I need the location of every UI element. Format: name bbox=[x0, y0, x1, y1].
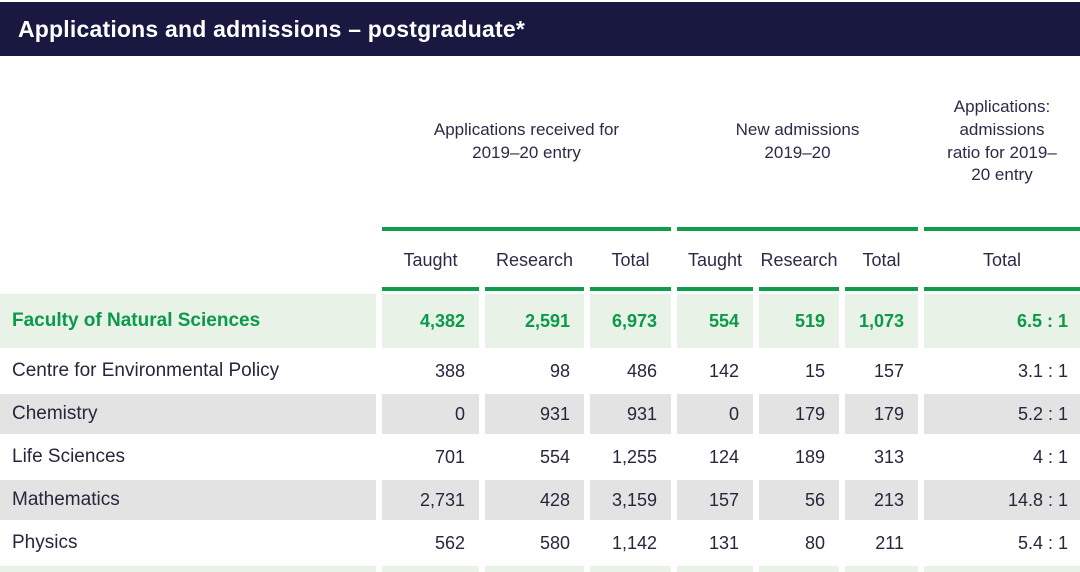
table-cell: 4,382 bbox=[382, 294, 479, 348]
column-group-ratio: Applications: admissions ratio for 2019–… bbox=[924, 56, 1080, 231]
table-row-label: Centre for Environmental Policy bbox=[0, 351, 376, 391]
table-cell: 179 bbox=[845, 394, 918, 434]
table-cell: 701 bbox=[382, 437, 479, 477]
column-header-adm-taught: Taught bbox=[677, 234, 753, 291]
partial-next-row bbox=[590, 566, 671, 572]
column-header-apps-taught: Taught bbox=[382, 234, 479, 291]
table-cell: 131 bbox=[677, 523, 753, 563]
column-header-adm-research: Research bbox=[759, 234, 839, 291]
table-cell: 5.2 : 1 bbox=[924, 394, 1080, 434]
partial-next-row bbox=[845, 566, 918, 572]
column-group-label: Applications received for 2019–20 entry bbox=[433, 119, 620, 162]
table-cell: 142 bbox=[677, 351, 753, 391]
subheader-corner-spacer bbox=[0, 234, 376, 291]
column-group-label: New admissions 2019–20 bbox=[735, 119, 860, 162]
partial-next-row bbox=[0, 566, 376, 572]
table-cell: 56 bbox=[759, 480, 839, 520]
table-cell: 1,255 bbox=[590, 437, 671, 477]
table-cell: 0 bbox=[677, 394, 753, 434]
table-cell: 98 bbox=[485, 351, 584, 391]
table-row-label: Mathematics bbox=[0, 480, 376, 520]
table-cell: 15 bbox=[759, 351, 839, 391]
table-cell: 179 bbox=[759, 394, 839, 434]
admissions-table: Applications received for 2019–20 entry … bbox=[0, 56, 1080, 572]
column-group-label: Applications: admissions ratio for 2019–… bbox=[947, 96, 1057, 185]
table-cell: 213 bbox=[845, 480, 918, 520]
table-cell: 519 bbox=[759, 294, 839, 348]
column-header-ratio-total: Total bbox=[924, 234, 1080, 291]
table-cell: 486 bbox=[590, 351, 671, 391]
table-cell: 80 bbox=[759, 523, 839, 563]
column-group-applications-received: Applications received for 2019–20 entry bbox=[382, 56, 671, 231]
table-cell: 157 bbox=[677, 480, 753, 520]
partial-next-row bbox=[759, 566, 839, 572]
table-cell: 313 bbox=[845, 437, 918, 477]
partial-next-row bbox=[677, 566, 753, 572]
table-cell: 580 bbox=[485, 523, 584, 563]
table-cell: 1,073 bbox=[845, 294, 918, 348]
table-cell: 124 bbox=[677, 437, 753, 477]
table-cell: 554 bbox=[485, 437, 584, 477]
table-row-label: Physics bbox=[0, 523, 376, 563]
table-cell: 5.4 : 1 bbox=[924, 523, 1080, 563]
table-cell: 1,142 bbox=[590, 523, 671, 563]
partial-next-row bbox=[485, 566, 584, 572]
table-cell: 2,591 bbox=[485, 294, 584, 348]
column-header-apps-research: Research bbox=[485, 234, 584, 291]
column-group-new-admissions: New admissions 2019–20 bbox=[677, 56, 918, 231]
table-cell: 2,731 bbox=[382, 480, 479, 520]
partial-next-row bbox=[382, 566, 479, 572]
header-corner-spacer bbox=[0, 56, 376, 231]
table-cell: 428 bbox=[485, 480, 584, 520]
table-cell: 562 bbox=[382, 523, 479, 563]
table-cell: 6,973 bbox=[590, 294, 671, 348]
table-cell: 554 bbox=[677, 294, 753, 348]
partial-next-row bbox=[924, 566, 1080, 572]
table-row-label: Faculty of Natural Sciences bbox=[0, 294, 376, 348]
column-header-adm-total: Total bbox=[845, 234, 918, 291]
table-cell: 3.1 : 1 bbox=[924, 351, 1080, 391]
table-cell: 189 bbox=[759, 437, 839, 477]
table-cell: 0 bbox=[382, 394, 479, 434]
column-header-apps-total: Total bbox=[590, 234, 671, 291]
table-row-label: Life Sciences bbox=[0, 437, 376, 477]
table-cell: 388 bbox=[382, 351, 479, 391]
table-cell: 14.8 : 1 bbox=[924, 480, 1080, 520]
table-cell: 4 : 1 bbox=[924, 437, 1080, 477]
table-row-label: Chemistry bbox=[0, 394, 376, 434]
table-cell: 211 bbox=[845, 523, 918, 563]
table-cell: 931 bbox=[590, 394, 671, 434]
table-cell: 6.5 : 1 bbox=[924, 294, 1080, 348]
table-cell: 157 bbox=[845, 351, 918, 391]
title-bar: Applications and admissions – postgradua… bbox=[0, 2, 1080, 56]
table-cell: 931 bbox=[485, 394, 584, 434]
table-cell: 3,159 bbox=[590, 480, 671, 520]
page-title: Applications and admissions – postgradua… bbox=[18, 15, 526, 42]
